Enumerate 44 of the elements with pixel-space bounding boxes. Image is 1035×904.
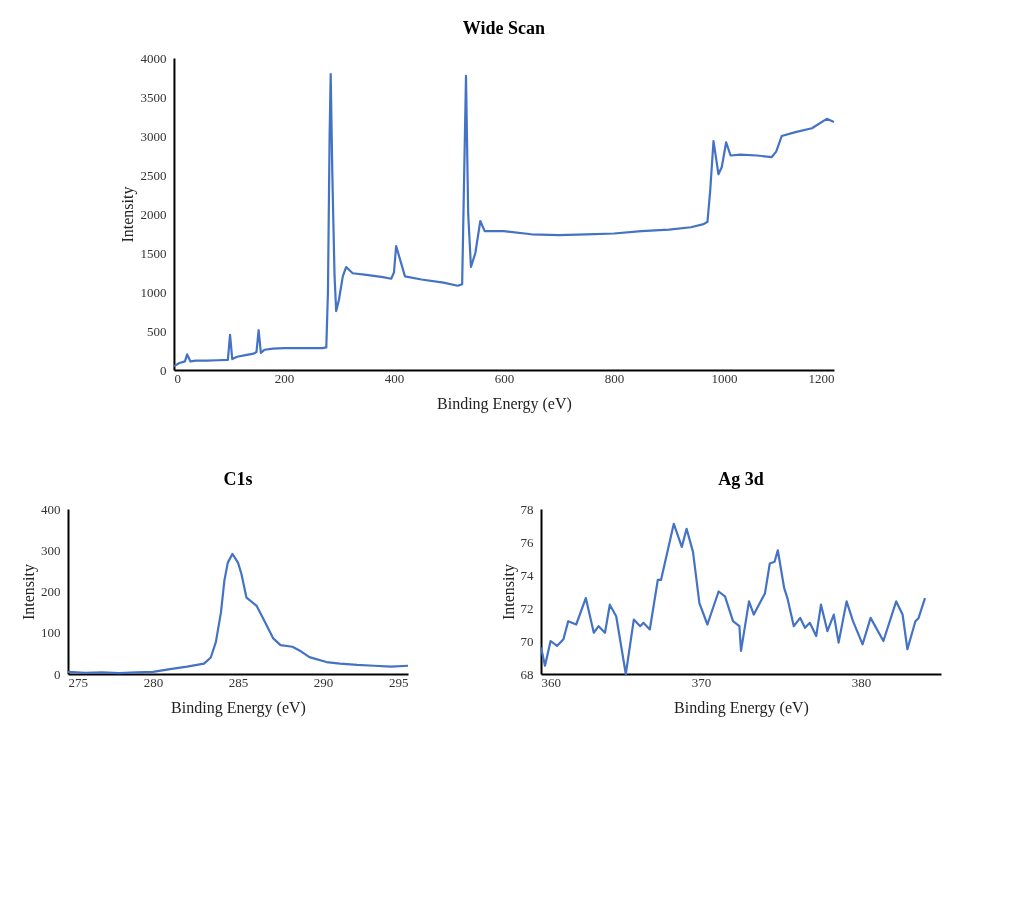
y-tick-label: 3500 (140, 89, 167, 105)
y-tick-label: 72 (520, 600, 534, 616)
y-tick-label: 300 (41, 542, 61, 558)
y-axis-title: Intensity (119, 186, 138, 243)
x-tick-label: 295 (389, 674, 409, 690)
x-tick-label: 200 (274, 370, 295, 386)
x-tick-label: 1200 (808, 370, 835, 386)
x-tick-label: 280 (143, 674, 164, 690)
x-tick-label: 370 (691, 674, 712, 690)
y-axis-title: Intensity (499, 564, 518, 620)
y-tick-label: 70 (520, 633, 534, 649)
x-tick-label: 0 (174, 370, 181, 386)
y-tick-label: 3000 (140, 128, 167, 144)
x-axis-title: Binding Energy (eV) (437, 394, 572, 413)
y-tick-label: 2500 (140, 167, 167, 183)
y-axis-title: Intensity (20, 564, 38, 620)
x-tick-label: 275 (68, 674, 88, 690)
line-series (172, 72, 836, 368)
y-tick-label: 200 (41, 584, 61, 599)
y-tick-label: 76 (520, 534, 534, 550)
line-series (539, 522, 927, 676)
x-tick-label: 600 (494, 370, 515, 386)
x-tick-label: 290 (313, 674, 334, 690)
chart-title: Wide Scan (462, 18, 546, 38)
y-tick-label: 78 (520, 501, 534, 517)
x-tick-label: 1000 (711, 370, 738, 386)
x-axis-title: Binding Energy (eV) (171, 698, 306, 717)
y-tick-label: 1000 (140, 284, 167, 300)
x-tick-label: 380 (851, 674, 872, 690)
x-tick-label: 400 (384, 370, 405, 386)
y-tick-label: 68 (520, 666, 534, 682)
y-tick-label: 400 (41, 501, 61, 517)
y-tick-label: 2000 (140, 206, 167, 222)
y-tick-label: 1500 (140, 245, 167, 261)
y-tick-label: 74 (520, 567, 534, 583)
y-tick-label: 500 (146, 323, 167, 339)
x-axis-title: Binding Energy (eV) (674, 698, 809, 717)
y-tick-label: 4000 (140, 50, 167, 66)
x-tick-label: 360 (541, 674, 561, 690)
x-tick-label: 800 (604, 370, 625, 386)
chart-title: Ag 3d (718, 469, 764, 489)
x-tick-label: 285 (228, 674, 249, 690)
y-tick-label: 100 (41, 625, 61, 641)
chart-title: C1s (223, 469, 253, 489)
